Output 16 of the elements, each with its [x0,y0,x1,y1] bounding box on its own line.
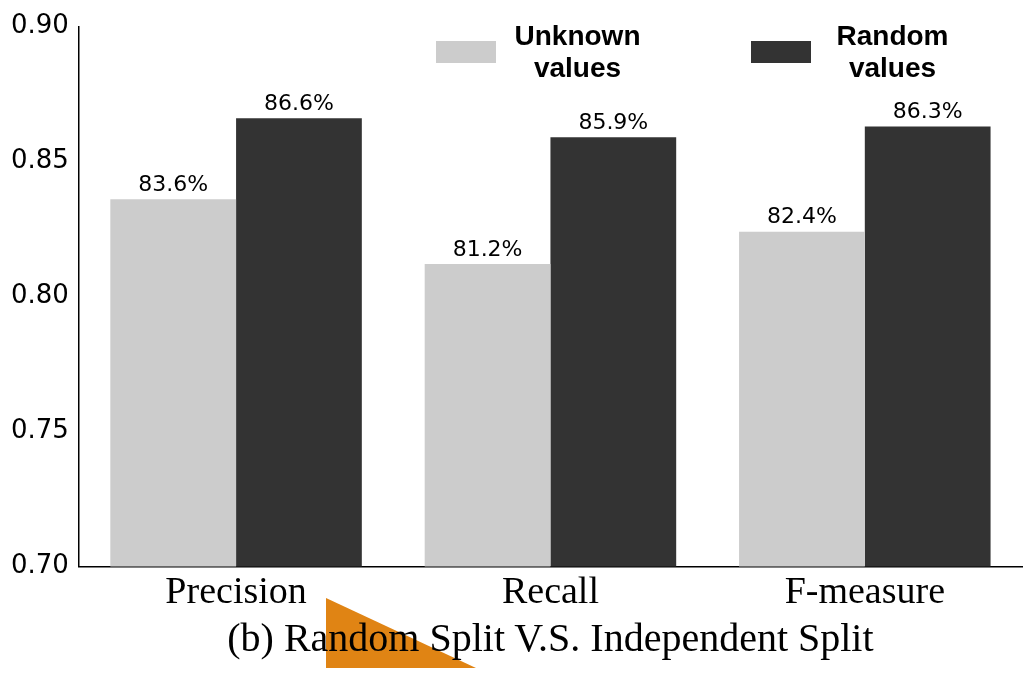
data-label: 86.3% [892,98,963,124]
data-label: 85.9% [578,108,649,134]
data-label: 83.6% [138,171,209,197]
data-label: 82.4% [767,203,837,229]
x-tick-label: F-measure [784,569,946,612]
legend-label: Random values [835,20,950,84]
legend-label: Unknown values [513,20,642,84]
x-tick-label: Recall [501,569,599,612]
y-tick-label: 0.80 [11,279,69,310]
data-label: 81.2% [452,235,523,261]
y-tick-label: 0.90 [11,9,69,40]
y-tick-label: 0.70 [11,549,69,580]
x-tick-label: Precision [165,569,307,612]
y-tick-label: 0.85 [11,144,69,175]
y-tick-label: 0.75 [11,414,69,445]
data-label: 86.6% [264,90,334,116]
